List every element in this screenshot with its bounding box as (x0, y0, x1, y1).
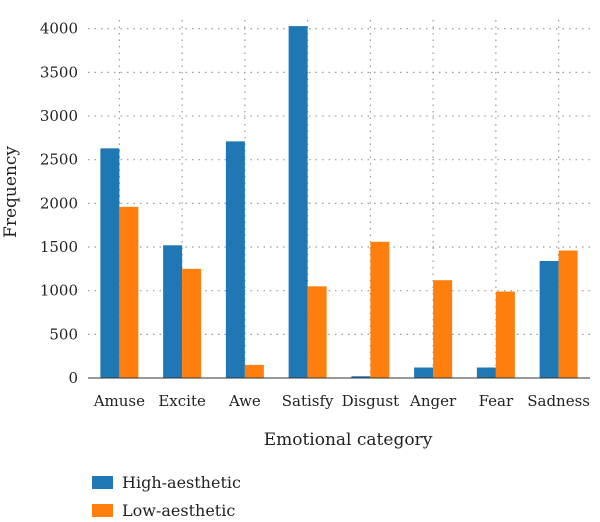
bar-satisfy-high-aesthetic (288, 26, 308, 379)
x-tick-label: Disgust (342, 392, 400, 410)
legend-swatch (92, 504, 113, 517)
bar-amuse-high-aesthetic (100, 148, 120, 378)
bar-excite-high-aesthetic (163, 245, 183, 378)
y-tick-label: 2000 (40, 194, 78, 212)
x-tick-label: Excite (158, 392, 206, 410)
bar-awe-low-aesthetic (244, 364, 264, 378)
legend-swatch (92, 476, 113, 489)
bar-sadness-high-aesthetic (539, 260, 559, 378)
bar-disgust-low-aesthetic (370, 241, 390, 378)
legend-label: High-aesthetic (122, 473, 241, 492)
y-tick-label: 3500 (40, 63, 78, 81)
bar-disgust-high-aesthetic (351, 376, 371, 378)
y-tick-label: 0 (68, 369, 78, 387)
bar-excite-low-aesthetic (182, 268, 202, 378)
bar-anger-low-aesthetic (433, 280, 453, 378)
bar-awe-high-aesthetic (225, 141, 245, 378)
y-tick-label: 1000 (40, 282, 78, 300)
x-tick-label: Anger (409, 392, 457, 410)
legend-label: Low-aesthetic (122, 501, 235, 520)
bar-fear-low-aesthetic (495, 291, 515, 378)
y-axis-title: Frequency (1, 146, 21, 238)
y-tick-label: 2500 (40, 151, 78, 169)
bar-anger-high-aesthetic (414, 367, 434, 378)
bar-fear-high-aesthetic (476, 367, 496, 378)
x-tick-labels: Amuse Excite Awe Satisfy Disgust Anger Fear Sad… (93, 392, 590, 410)
x-tick-label: Sadness (527, 392, 590, 410)
y-tick-labels: 0 500 1000 1500 2000 2500 3000 3500 4000 (40, 20, 78, 387)
y-tick-label: 1500 (40, 238, 78, 256)
y-tick-label: 4000 (40, 20, 78, 38)
x-tick-label: Amuse (93, 392, 145, 410)
x-tick-label: Satisfy (282, 392, 334, 410)
bar-satisfy-low-aesthetic (307, 286, 327, 378)
bars (100, 26, 578, 379)
x-axis-title: Emotional category (264, 430, 433, 450)
bar-amuse-low-aesthetic (119, 206, 139, 378)
x-tick-label: Awe (228, 392, 261, 410)
bar-sadness-low-aesthetic (558, 250, 578, 378)
x-tick-label: Fear (479, 392, 514, 410)
y-tick-label: 500 (49, 325, 78, 343)
legend: High-aesthetic Low-aesthetic (92, 473, 241, 520)
y-tick-label: 3000 (40, 107, 78, 125)
